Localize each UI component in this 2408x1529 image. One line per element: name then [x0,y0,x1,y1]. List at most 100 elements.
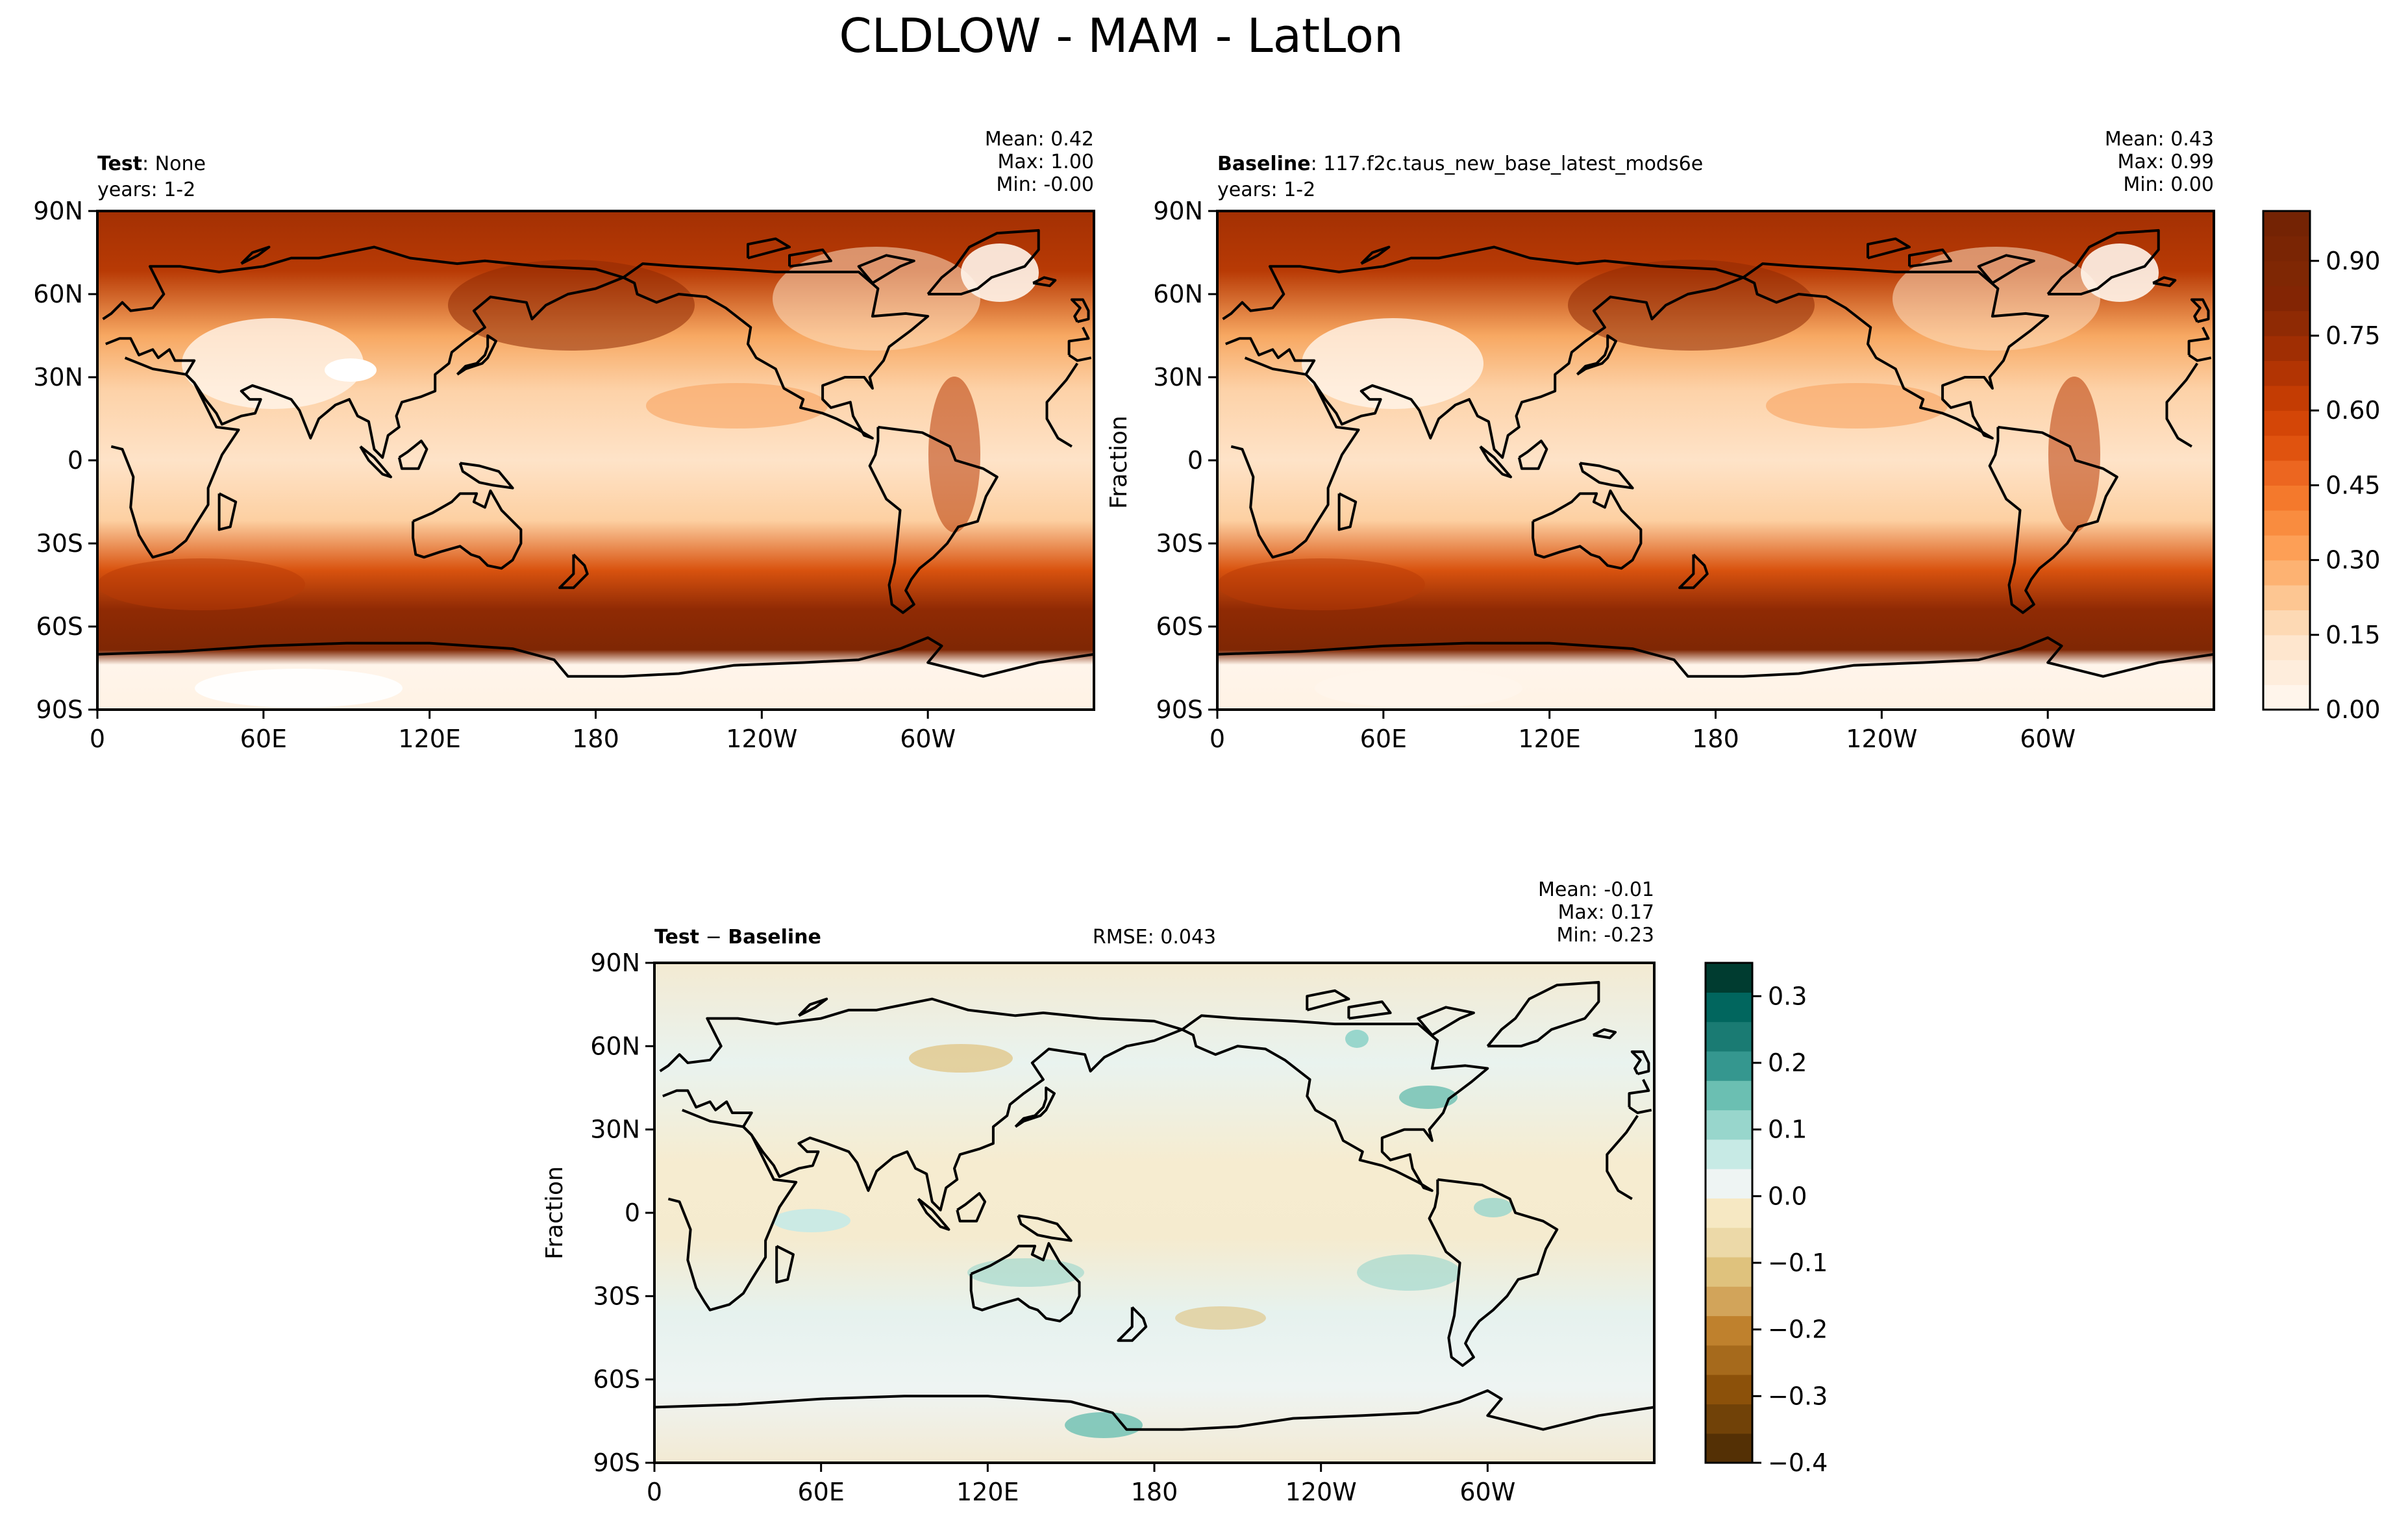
colorbar-segment [1706,992,1752,1023]
coastline [1070,298,1090,323]
baseline-ytick-label: 90S [1156,695,1203,724]
coastline [2152,276,2177,288]
coastline [956,1192,987,1223]
diff-ytick-label: 60N [590,1032,640,1060]
coastline [797,997,828,1017]
test-xtick-label: 180 [572,725,619,753]
test-xtick-label: 120W [726,725,797,753]
test-years: years: 1-2 [97,179,195,201]
colorbar-segment [1706,1110,1752,1140]
colorbar-segment [2263,211,2310,236]
coastline [558,553,589,590]
coastline [868,425,999,614]
colorbar-segment [1706,1374,1752,1405]
colorbar-segment [1706,1139,1752,1169]
coastline [1908,248,1952,268]
test-ytick-label: 0 [68,446,83,475]
colorbar-segment [2263,460,2310,486]
coastline [1742,262,2050,440]
diff-xtick-label: 0 [647,1478,662,1506]
test-xtick-label: 120E [398,725,461,753]
colorbar-segment [2263,360,2310,386]
diff-label: Test − Baseline [654,926,821,949]
colorbar-tick-label: 0.1 [1768,1115,1807,1144]
baseline-xtick-label: 60W [2020,725,2076,753]
coastline [458,462,514,490]
coastline [1360,245,1391,265]
coastline [102,245,1092,459]
baseline-xtick-label: 0 [1210,725,1225,753]
coastline [788,248,832,268]
baseline-label-bold: Baseline [1217,153,1311,175]
diff-max: Max: 0.17 [1558,901,1654,924]
colorbar-segment [2263,684,2310,710]
baseline-panel: Baseline: 117.f2c.taus_new_base_latest_m… [1106,128,2381,753]
test-label-rest: : None [142,153,206,175]
baseline-years: years: 1-2 [1217,179,1315,201]
colorbar-segment [2263,286,2310,312]
colorbar-tick-label: −0.3 [1768,1382,1828,1410]
diff-coastlines [654,980,1654,1431]
diff-xtick-label: 120E [956,1478,1019,1506]
colorbar-segment [2263,310,2310,336]
colorbar-segment [1706,1256,1752,1287]
colorbar-segment [1706,1050,1752,1081]
diff-colorbar: −0.4 −0.3 −0.2 −0.1 0.0 0.1 0.2 0.3 [1704,962,1828,1477]
coastline [1578,462,1634,490]
coastline [1117,1306,1148,1342]
diff-mean: Mean: -0.01 [1538,878,1654,901]
diff-label-mid: − [699,926,728,949]
figure-title: CLDLOW - MAM - LatLon [839,8,1403,63]
diff-ytick-label: 90S [593,1448,640,1477]
colorbar-segment [2263,510,2310,536]
diff-xtick-label: 60E [797,1478,844,1506]
baseline-ylabel: Fraction [1106,416,1132,509]
coastline [1867,237,1911,260]
diff-ytick-label: 30S [593,1282,640,1310]
colorbar-tick-label: −0.2 [1768,1315,1828,1344]
coastline [217,492,238,531]
colorbar-segment [1706,1021,1752,1052]
colorbar-segment [1706,1198,1752,1228]
coastline [1988,425,2118,614]
coastline [240,245,271,265]
test-ytick-label: 30S [36,529,83,558]
colorbar-tick-label: 0.00 [2326,695,2381,724]
coastline [1032,276,1057,288]
coastline [456,334,497,376]
coastline [1181,1014,1489,1192]
baseline-xtick-label: 60E [1360,725,1407,753]
colorbar-frame [2262,210,2311,711]
baseline-map [1217,211,2214,710]
colorbar-tick-label: 0.0 [1768,1182,1807,1210]
coastline [659,997,1652,1212]
baseline-ytick-label: 0 [1187,446,1203,475]
coastline [1417,1006,1475,1036]
colorbar-tick-label: 0.15 [2326,621,2381,649]
diff-ytick-label: 60S [593,1365,640,1394]
diff-ytick-label: 30N [590,1115,640,1144]
diff-rmse: RMSE: 0.043 [1093,926,1216,949]
coastline [857,254,915,284]
coastline [412,489,523,570]
colorbar-segment [1706,1433,1752,1463]
baseline-ytick-label: 90N [1153,197,1203,225]
colorbar-segment [2263,410,2310,436]
coastline [747,237,791,260]
coastline [1977,254,2035,284]
colorbar-segment [1706,1404,1752,1434]
coastline [1532,489,1643,570]
colorbar-segment [2263,660,2310,686]
colorbar-segment [1706,1345,1752,1375]
colorbar-tick-label: −0.4 [1768,1448,1828,1477]
test-label-bold: Test [97,153,142,175]
test-ytick-label: 90S [36,695,83,724]
coastline [1486,980,1600,1048]
colorbar-segment [2263,610,2310,636]
diff-map [654,963,1654,1463]
coastline [1337,492,1358,531]
baseline-ytick-label: 30S [1156,529,1203,558]
baseline-axes: 0 60E 120E 180 120W 60W 90N 60N 30N 0 30S 60S 90S [1153,197,2076,753]
test-xtick-label: 60E [240,725,287,753]
colorbar-tick-label: 0.75 [2326,321,2381,350]
